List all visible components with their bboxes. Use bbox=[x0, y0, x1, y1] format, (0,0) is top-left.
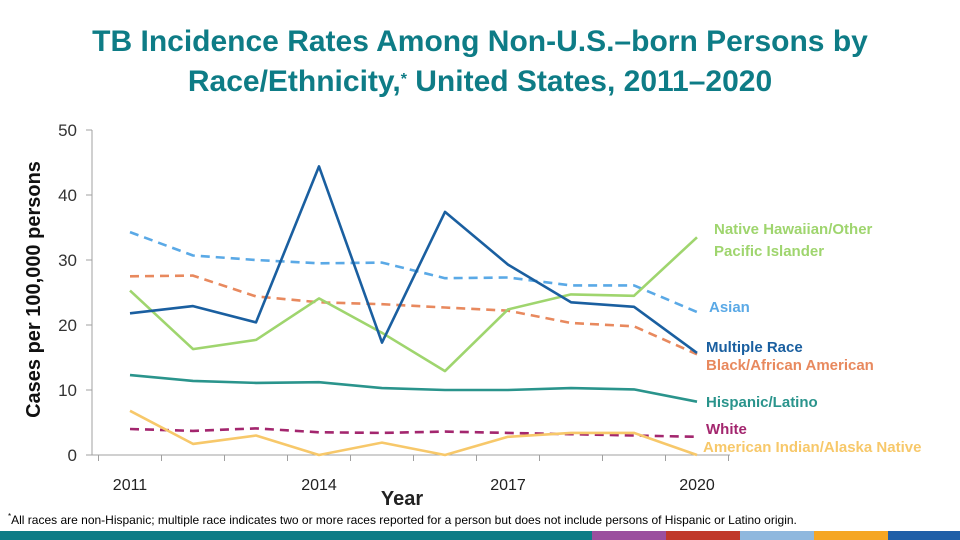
series-line-black-african-american bbox=[129, 274, 698, 356]
series-line-asian bbox=[129, 230, 698, 314]
chart-series bbox=[129, 165, 698, 457]
title-line-2-prefix: Race/Ethnicity, bbox=[187, 65, 401, 98]
series-line-american-indian-alaska-native bbox=[129, 409, 698, 457]
series-line-multiple-race bbox=[129, 165, 698, 354]
series-label-native-hawaiian-other-pacific-islander: Pacific Islander bbox=[714, 243, 824, 260]
series-label-white: White bbox=[706, 421, 747, 438]
y-tick-label: 10 bbox=[58, 381, 77, 400]
chart-axes: 0 10 20 30 40 50 2011 2014 2017 2020 Year Cases per… bbox=[23, 121, 730, 510]
footer-color-segment bbox=[0, 531, 148, 540]
footnote-text: All races are non-Hispanic; multiple rac… bbox=[11, 513, 797, 527]
y-axis-title: Cases per 100,000 persons bbox=[23, 161, 45, 418]
title-line-2-suffix: United States, 2011–2020 bbox=[406, 65, 773, 98]
series-label-american-indian-alaska-native: American Indian/Alaska Native bbox=[703, 439, 921, 456]
chart-title: TB Incidence Rates Among Non-U.S.–born P… bbox=[0, 22, 960, 102]
footer-color-segment bbox=[740, 531, 814, 540]
series-line-native-hawaiian-other-pacific-islander bbox=[129, 236, 698, 373]
footer-color-segment bbox=[444, 531, 592, 540]
footer-color-bar bbox=[0, 531, 960, 540]
y-tick-label: 40 bbox=[58, 186, 77, 205]
x-tick-label: 2020 bbox=[679, 477, 715, 494]
y-tick-label: 20 bbox=[58, 316, 77, 335]
x-tick-label: 2017 bbox=[490, 477, 526, 494]
footnote: *All races are non-Hispanic; multiple ra… bbox=[8, 512, 797, 527]
y-tick-label: 30 bbox=[58, 251, 77, 270]
x-tick-label: 2011 bbox=[113, 477, 148, 494]
series-line-white bbox=[129, 427, 698, 439]
title-line-1: TB Incidence Rates Among Non-U.S.–born P… bbox=[92, 25, 868, 58]
series-label-hispanic-latino: Hispanic/Latino bbox=[706, 394, 818, 411]
series-labels: Asian Black/African American White Native H… bbox=[703, 221, 921, 456]
y-tick-label: 0 bbox=[68, 446, 77, 465]
series-label-asian: Asian bbox=[709, 299, 750, 316]
footer-color-segment bbox=[888, 531, 960, 540]
footer-color-segment bbox=[148, 531, 296, 540]
series-label-multiple-race: Multiple Race bbox=[706, 339, 803, 356]
x-axis-title: Year bbox=[381, 488, 423, 510]
title-footnote-mark: * bbox=[400, 71, 407, 88]
y-tick-label: 50 bbox=[58, 121, 77, 140]
footer-color-segment bbox=[814, 531, 888, 540]
x-tick-label: 2014 bbox=[301, 477, 337, 494]
title-line-2: Race/Ethnicity,* United States, 2011–202… bbox=[0, 62, 960, 102]
footer-color-segment bbox=[592, 531, 666, 540]
footer-color-segment bbox=[296, 531, 444, 540]
series-label-native-hawaiian-other-pacific-islander: Native Hawaiian/Other bbox=[714, 221, 873, 238]
series-label-black-african-american: Black/African American bbox=[706, 357, 874, 374]
footnote-mark: * bbox=[8, 512, 12, 521]
footer-color-segment bbox=[666, 531, 740, 540]
series-line-hispanic-latino bbox=[129, 373, 698, 403]
